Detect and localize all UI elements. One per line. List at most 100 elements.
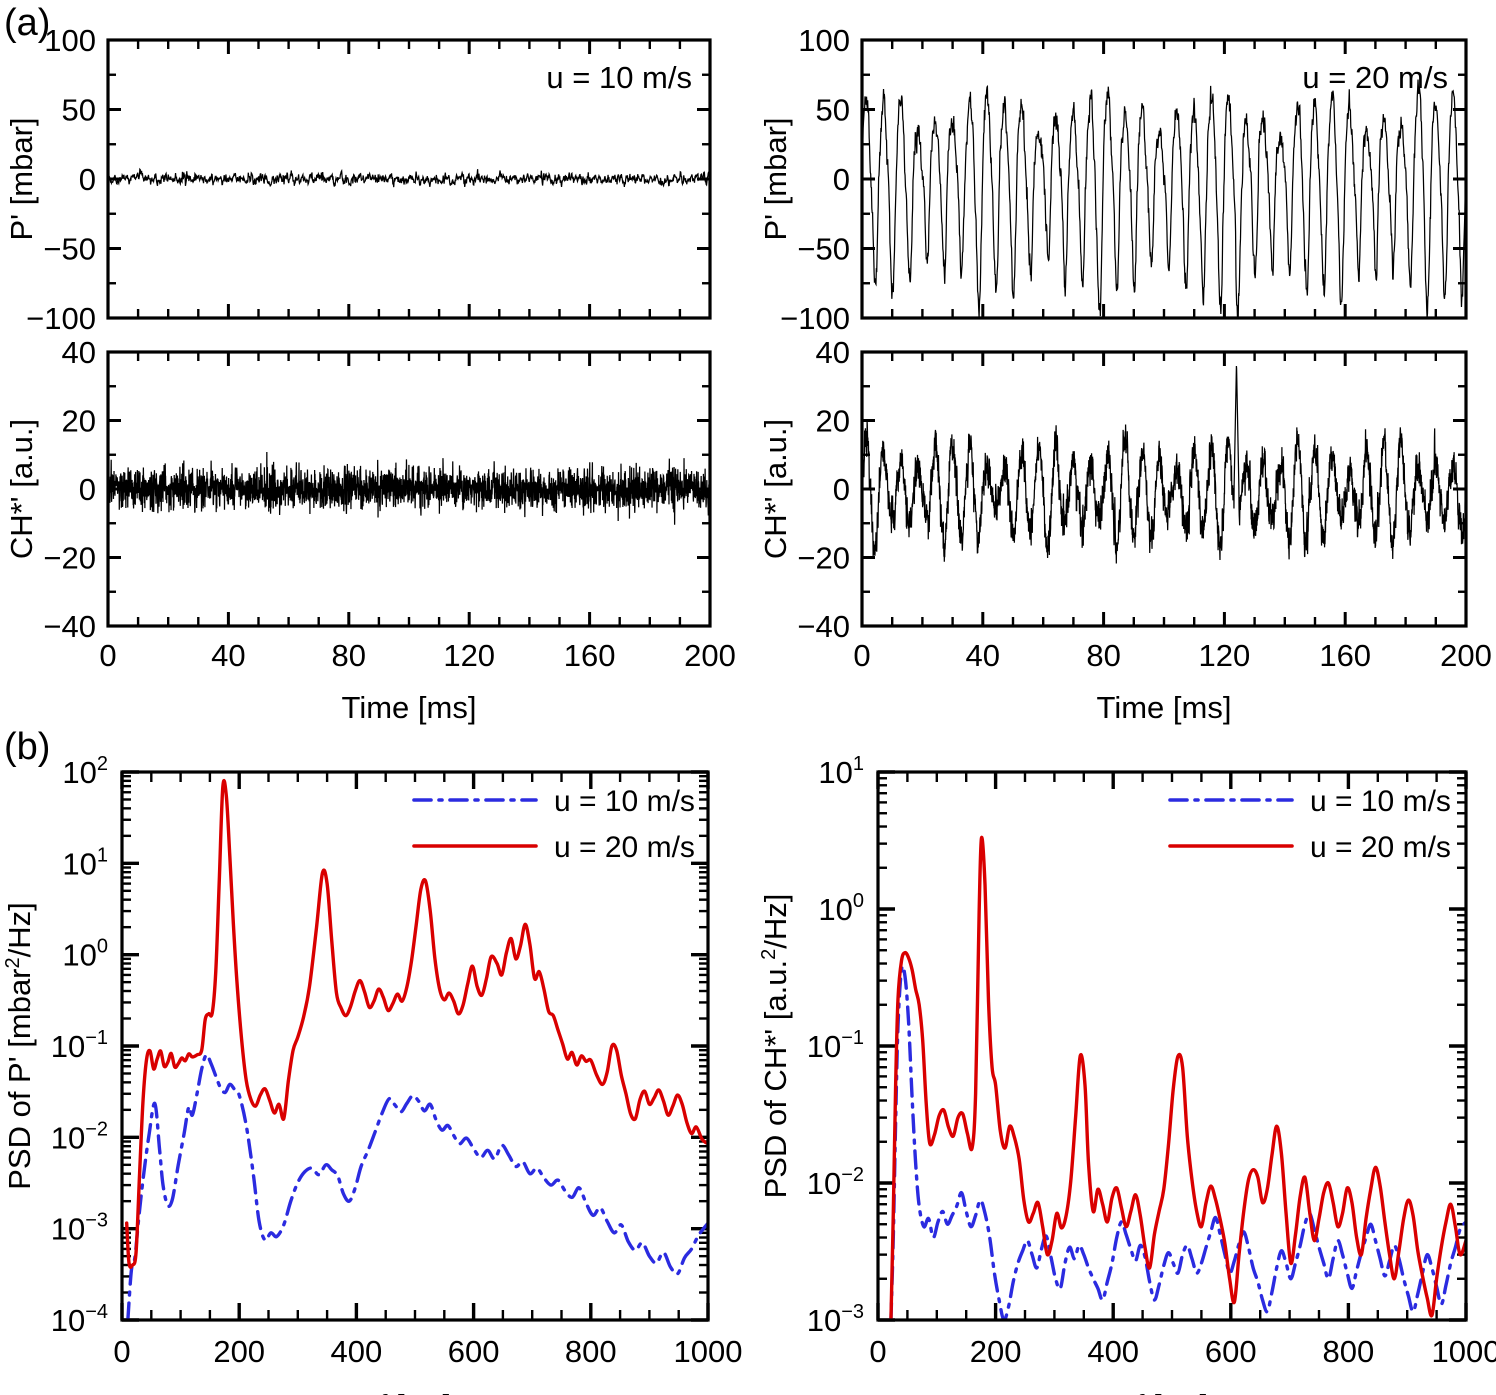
y-tick-label: −40 <box>797 609 850 644</box>
plot-frame <box>860 38 1468 320</box>
y-tick-exponent: −1 <box>85 1027 108 1049</box>
legend-label-20ms: u = 20 m/s <box>554 831 695 864</box>
x-tick-label: 160 <box>564 638 616 673</box>
series-line-10ms <box>126 1053 708 1320</box>
y-tick-exponent: −2 <box>841 1164 864 1186</box>
y-tick-label: 100 <box>62 936 108 973</box>
y-tick-label: 10−3 <box>807 1301 864 1338</box>
x-tick-label: 200 <box>1440 638 1492 673</box>
y-tick-label: 100 <box>44 23 96 58</box>
y-tick-label: 0 <box>79 162 96 197</box>
timeseries-panel-timeseries-chemi-20: −40 −20 0 20 40 0 40 80 120 160 200 CH*' [a.u.] Time… <box>758 335 1492 725</box>
y-axis-label-tail: /Hz] <box>2 902 37 957</box>
x-tick-label: 40 <box>211 638 245 673</box>
y-tick-label: −20 <box>43 541 96 576</box>
plot-frame <box>106 38 712 320</box>
y-tick-exponent: −3 <box>841 1301 864 1323</box>
y-axis-label-main: PSD of P' [mbar <box>2 968 37 1189</box>
x-tick-label: 400 <box>331 1334 383 1369</box>
legend-label-10ms: u = 10 m/s <box>1310 785 1451 818</box>
x-tick-label: 200 <box>970 1334 1022 1369</box>
y-axis-label: CH*' [a.u.] <box>4 419 39 559</box>
y-axis-label-exponent: 2 <box>758 949 780 960</box>
x-axis-label: f [Hz] <box>379 1388 451 1395</box>
series-line-20ms <box>124 779 708 1270</box>
x-tick-label: 600 <box>1205 1334 1257 1369</box>
panel-a-label: (a) <box>4 2 51 44</box>
series-line-20ms <box>889 835 1466 1320</box>
x-tick-label: 80 <box>332 638 366 673</box>
y-tick-exponent: −1 <box>841 1027 864 1049</box>
x-tick-label: 200 <box>213 1334 265 1369</box>
signal-trace <box>862 365 1466 564</box>
x-tick-label: 1000 <box>674 1334 743 1369</box>
y-tick-label: −50 <box>797 232 850 267</box>
x-tick-label: 120 <box>443 638 495 673</box>
timeseries-panel-timeseries-pressure-10: −100 −50 0 50 100 P' [mbar] u = 10 m/s <box>4 23 712 336</box>
x-tick-label: 0 <box>113 1334 130 1369</box>
x-tick-label: 120 <box>1199 638 1251 673</box>
y-tick-label: 40 <box>62 335 96 370</box>
y-tick-label: 50 <box>816 93 850 128</box>
y-tick-label: 10−1 <box>51 1027 108 1064</box>
y-axis-label: PSD of P' [mbar2/Hz] <box>2 902 37 1190</box>
timeseries-panel-timeseries-chemi-10: −40 −20 0 20 40 0 40 80 120 160 200 CH*' [a.u.] Time… <box>4 335 736 725</box>
x-tick-label: 200 <box>684 638 736 673</box>
y-axis-label: P' [mbar] <box>4 117 39 240</box>
y-tick-label: 50 <box>62 93 96 128</box>
x-tick-label: 400 <box>1087 1334 1139 1369</box>
y-tick-exponent: 2 <box>97 753 108 775</box>
y-tick-label: 100 <box>798 23 850 58</box>
y-tick-exponent: −2 <box>85 1118 108 1140</box>
x-axis-label: f [Hz] <box>1136 1388 1208 1395</box>
y-tick-label: 102 <box>62 753 108 790</box>
y-tick-label: −40 <box>43 609 96 644</box>
x-axis-label: Time [ms] <box>342 690 477 725</box>
panel-b-label: (b) <box>4 726 51 768</box>
y-tick-label: 10−3 <box>51 1210 108 1247</box>
plot-frame <box>860 350 1468 628</box>
y-tick-label: 20 <box>62 404 96 439</box>
y-tick-exponent: 0 <box>853 890 864 912</box>
y-axis-label: CH*' [a.u.] <box>758 419 793 559</box>
y-tick-label: 101 <box>818 753 864 790</box>
timeseries-panel-timeseries-pressure-20: −100 −50 0 50 100 P' [mbar] u = 20 m/s <box>758 23 1468 336</box>
y-tick-exponent: 1 <box>97 844 108 866</box>
x-tick-label: 1000 <box>1432 1334 1496 1369</box>
y-tick-label: −100 <box>780 301 850 336</box>
velocity-annotation: u = 20 m/s <box>1302 60 1448 95</box>
y-tick-label: 100 <box>818 890 864 927</box>
y-tick-label: 10−2 <box>807 1164 864 1201</box>
y-axis-label-tail: /Hz] <box>758 894 793 949</box>
y-tick-label: −50 <box>43 232 96 267</box>
y-axis-label: PSD of CH*' [a.u.2/Hz] <box>758 894 793 1199</box>
plot-frame <box>106 350 712 628</box>
y-tick-label: 10−2 <box>51 1118 108 1155</box>
y-tick-label: −20 <box>797 541 850 576</box>
y-tick-label: 0 <box>833 472 850 507</box>
signal-trace <box>862 79 1466 318</box>
y-tick-label: 40 <box>816 335 850 370</box>
y-tick-label: −100 <box>26 301 96 336</box>
x-tick-label: 80 <box>1086 638 1120 673</box>
x-tick-label: 0 <box>853 638 870 673</box>
y-tick-exponent: −4 <box>85 1301 108 1323</box>
x-axis-label: Time [ms] <box>1097 690 1232 725</box>
legend: u = 10 m/s u = 20 m/s <box>1168 785 1451 864</box>
y-tick-label: 10−4 <box>51 1301 108 1338</box>
y-tick-label: 20 <box>816 404 850 439</box>
series-line-10ms <box>889 964 1466 1320</box>
y-tick-exponent: −3 <box>85 1210 108 1232</box>
plot-frame <box>120 770 710 1322</box>
y-tick-label: 10−1 <box>807 1027 864 1064</box>
y-tick-label: 101 <box>62 844 108 881</box>
x-tick-label: 600 <box>448 1334 500 1369</box>
x-tick-label: 0 <box>869 1334 886 1369</box>
y-tick-label: 0 <box>833 162 850 197</box>
legend-label-20ms: u = 20 m/s <box>1310 831 1451 864</box>
plot-frame <box>876 770 1468 1322</box>
x-tick-label: 0 <box>99 638 116 673</box>
